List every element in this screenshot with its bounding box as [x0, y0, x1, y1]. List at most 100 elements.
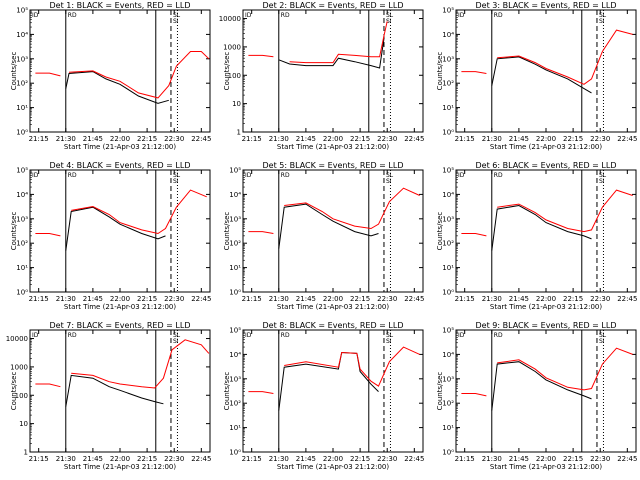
series-black: [278, 351, 379, 411]
x-tick-label: 22:15: [137, 295, 157, 303]
series-red: [35, 189, 207, 237]
y-tick-label: 10⁰: [16, 129, 28, 137]
x-tick-label: 22:15: [350, 455, 370, 463]
corner-mark: ID: [32, 332, 39, 339]
detector-panel-8: Det 8: BLACK = Events, RED = LLD 10⁰ 10¹ 10…: [223, 321, 424, 471]
x-axis-label: Start Time (21-Apr-03 21:12:00): [490, 463, 602, 471]
corner-mark: ID: [458, 172, 465, 179]
corner-mark: SI: [599, 338, 605, 345]
corner-mark: SI: [386, 178, 392, 185]
corner-mark: ID: [458, 332, 465, 339]
x-tick-label: 21:15: [242, 295, 262, 303]
x-axis-label: Start Time (21-Apr-03 21:12:00): [490, 303, 602, 311]
x-tick-label: 21:45: [83, 295, 103, 303]
y-tick-label: 10: [232, 100, 241, 108]
panel-title: Det 1: BLACK = Events, RED = LLD: [50, 1, 191, 10]
x-tick-label: 22:45: [191, 295, 211, 303]
corner-mark: RD: [281, 12, 290, 19]
corner-mark: SL: [386, 12, 394, 19]
y-tick-label: 10¹: [442, 424, 454, 432]
corner-mark: ID: [32, 12, 39, 19]
corner-mark: RD: [494, 332, 503, 339]
corner-mark: RD: [281, 332, 290, 339]
x-tick-label: 21:15: [455, 295, 475, 303]
x-tick-label: 21:15: [29, 295, 49, 303]
y-tick-label: 10⁴: [16, 191, 28, 199]
y-tick-label: 10⁴: [442, 351, 454, 359]
x-tick-label: 22:30: [377, 455, 397, 463]
x-tick-label: 22:45: [617, 135, 637, 143]
x-tick-label: 22:00: [323, 455, 343, 463]
y-tick-label: 10³: [442, 375, 454, 383]
x-tick-label: 22:00: [323, 135, 343, 143]
x-tick-label: 21:45: [296, 295, 316, 303]
panel-title: Det 8: BLACK = Events, RED = LLD: [263, 321, 404, 330]
y-tick-label: 10³: [229, 215, 241, 223]
y-axis-label: Counts/sec: [10, 212, 18, 251]
corner-mark: SI: [599, 178, 605, 185]
y-tick-label: 1: [24, 449, 28, 457]
detector-panel-3: Det 3: BLACK = Events, RED = LLD 10⁰ 10¹ 10…: [436, 1, 637, 151]
corner-mark: SL: [173, 172, 181, 179]
x-tick-label: 22:15: [137, 135, 157, 143]
x-tick-label: 21:45: [296, 455, 316, 463]
y-tick-label: 10⁰: [442, 129, 454, 137]
x-tick-label: 22:45: [617, 295, 637, 303]
x-tick-label: 21:30: [56, 135, 76, 143]
y-axis-label: Counts/sec: [436, 52, 444, 91]
y-tick-label: 10³: [16, 55, 28, 63]
corner-mark: SL: [386, 172, 394, 179]
panel-title: Det 9: BLACK = Events, RED = LLD: [476, 321, 617, 330]
x-tick-label: 21:15: [455, 135, 475, 143]
corner-mark: RD: [68, 172, 77, 179]
x-axis-label: Start Time (21-Apr-03 21:12:00): [490, 143, 602, 151]
corner-mark: SI: [173, 18, 179, 25]
x-tick-label: 21:15: [29, 455, 49, 463]
plot-frame: [455, 169, 637, 293]
x-tick-label: 22:30: [377, 135, 397, 143]
y-tick-label: 1000: [10, 363, 28, 371]
y-tick-label: 10¹: [442, 264, 454, 272]
x-axis-label: Start Time (21-Apr-03 21:12:00): [277, 463, 389, 471]
x-tick-label: 21:30: [269, 455, 289, 463]
corner-mark: SL: [599, 12, 607, 19]
y-tick-label: 10000: [6, 335, 28, 343]
x-tick-label: 21:30: [269, 295, 289, 303]
y-tick-label: 10²: [229, 400, 241, 408]
detector-panel-7: Det 7: BLACK = Events, RED = LLD 1 10 100 10…: [6, 321, 212, 471]
y-tick-label: 10⁴: [442, 191, 454, 199]
x-axis-label: Start Time (21-Apr-03 21:12:00): [64, 143, 176, 151]
y-tick-label: 10⁵: [442, 167, 454, 175]
y-axis-label: Counts/sec: [10, 372, 18, 411]
y-axis-label: Counts/sec: [223, 52, 231, 91]
corner-mark: ID: [245, 12, 252, 19]
y-axis-label: Counts/sec: [223, 372, 231, 411]
x-tick-label: 21:45: [296, 135, 316, 143]
detector-panel-6: Det 6: BLACK = Events, RED = LLD 10⁰ 10¹ 10…: [436, 161, 637, 311]
x-tick-label: 22:30: [590, 295, 610, 303]
y-tick-label: 10³: [442, 215, 454, 223]
x-tick-label: 22:15: [137, 455, 157, 463]
x-tick-label: 21:15: [29, 135, 49, 143]
y-tick-label: 10¹: [229, 264, 241, 272]
x-tick-label: 22:30: [377, 295, 397, 303]
y-tick-label: 10²: [442, 240, 454, 248]
x-tick-label: 22:45: [617, 455, 637, 463]
corner-mark: RD: [68, 12, 77, 19]
y-tick-label: 10⁵: [229, 167, 241, 175]
series-black: [278, 203, 379, 249]
x-tick-label: 22:30: [164, 295, 184, 303]
y-tick-label: 10: [19, 420, 28, 428]
x-tick-label: 22:30: [590, 455, 610, 463]
detector-panel-9: Det 9: BLACK = Events, RED = LLD 10⁰ 10¹ 10…: [436, 321, 637, 471]
x-tick-label: 21:30: [482, 455, 502, 463]
y-tick-label: 10⁵: [16, 7, 28, 15]
x-tick-label: 22:15: [350, 135, 370, 143]
y-tick-label: 10¹: [442, 104, 454, 112]
x-tick-label: 22:15: [563, 295, 583, 303]
series-red: [248, 21, 388, 64]
detector-panel-2: Det 2: BLACK = Events, RED = LLD 1 10 100 10…: [219, 1, 425, 151]
corner-mark: ID: [245, 172, 252, 179]
corner-mark: SI: [599, 18, 605, 25]
